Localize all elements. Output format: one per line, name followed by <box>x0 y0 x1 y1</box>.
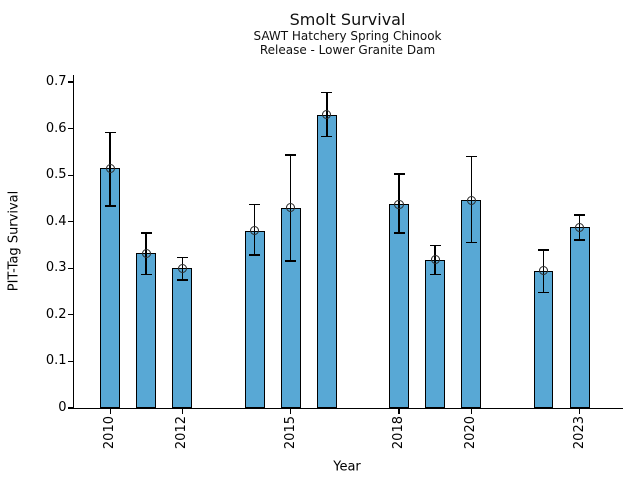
y-tick-0.6 <box>67 127 73 130</box>
bar-2012 <box>172 268 193 408</box>
x-tick-2023 <box>579 409 581 414</box>
chart-subtitle-line1: SAWT Hatchery Spring Chinook <box>253 29 442 43</box>
title-block: Smolt Survival SAWT Hatchery Spring Chin… <box>73 10 622 57</box>
error-cap-bottom-2020 <box>465 241 477 244</box>
y-tick-label-0.1: 0.1 <box>45 353 67 369</box>
y-tick-0.7 <box>67 81 73 83</box>
marker-2023 <box>575 222 585 232</box>
bar-2016 <box>316 114 337 408</box>
error-cap-bottom-2022 <box>538 291 550 294</box>
x-tick-2010 <box>109 409 111 414</box>
marker-2015 <box>286 203 296 213</box>
y-tick-0.5 <box>67 174 73 176</box>
plot-area: 0 0.1 0.2 0.3 0.4 0.5 0.6 0.7 2010 2012 2015 2018 20… <box>46 74 623 449</box>
marker-2022 <box>538 266 549 276</box>
error-cap-top-2016 <box>321 91 333 94</box>
error-cap-top-2015 <box>285 154 297 156</box>
y-tick-label-0.4: 0.4 <box>45 213 67 229</box>
error-cap-bottom-2011 <box>140 273 152 276</box>
error-cap-top-2012 <box>176 256 188 259</box>
marker-2014 <box>249 225 260 236</box>
x-tick-label-2015: 2015 <box>282 416 298 450</box>
error-cap-top-2023 <box>574 214 586 216</box>
x-tick-label-2010: 2010 <box>102 416 118 450</box>
y-axis-label: PIT-Tag Survival <box>6 190 22 292</box>
y-tick-0.1 <box>67 360 73 362</box>
error-cap-bottom-2010 <box>104 205 116 207</box>
bar-2019 <box>425 259 446 408</box>
marker-2012 <box>177 263 187 273</box>
x-tick-label-2023: 2023 <box>571 416 587 450</box>
y-tick-label-0.7: 0.7 <box>45 74 67 89</box>
error-cap-bottom-2016 <box>321 135 333 138</box>
x-tick-2012 <box>181 409 183 414</box>
y-tick-label-0.2: 0.2 <box>45 306 67 322</box>
bar-2018 <box>389 204 409 408</box>
y-tick-label-0.3: 0.3 <box>45 260 67 276</box>
x-tick-label-2020: 2020 <box>463 416 479 450</box>
error-cap-bottom-2023 <box>574 239 586 241</box>
marker-2019 <box>430 255 440 265</box>
y-tick-label-0.6: 0.6 <box>45 120 67 136</box>
error-cap-bottom-2019 <box>429 273 441 276</box>
error-cap-bottom-2014 <box>249 254 261 256</box>
chart-subtitle-line2: Release - Lower Granite Dam <box>259 43 436 57</box>
chart-title: Smolt Survival <box>289 10 406 29</box>
error-cap-bottom-2015 <box>285 260 297 262</box>
y-tick-0.3 <box>67 267 73 269</box>
marker-2018 <box>394 199 404 210</box>
error-cap-top-2020 <box>465 155 477 158</box>
error-cap-top-2011 <box>140 232 152 234</box>
x-tick-2018 <box>398 409 400 414</box>
marker-2016 <box>322 109 332 120</box>
y-tick-0 <box>67 407 73 409</box>
marker-2010 <box>105 163 115 173</box>
y-tick-label-0.5: 0.5 <box>45 167 67 183</box>
x-tick-label-2012: 2012 <box>174 416 190 450</box>
error-cap-top-2019 <box>429 244 441 247</box>
bar-2023 <box>569 227 590 408</box>
marker-2020 <box>466 195 476 205</box>
x-axis-label: Year <box>333 459 361 475</box>
y-tick-0.4 <box>67 221 73 223</box>
error-cap-top-2014 <box>249 203 261 206</box>
error-cap-bottom-2012 <box>176 279 188 281</box>
bar-2011 <box>136 253 157 408</box>
y-tick-label-0: 0 <box>58 400 67 415</box>
x-tick-2020 <box>470 409 472 414</box>
x-tick-label-2018: 2018 <box>391 416 407 450</box>
error-cap-top-2010 <box>104 131 116 134</box>
error-cap-bottom-2018 <box>393 232 405 234</box>
marker-2011 <box>141 248 151 258</box>
y-tick-0.2 <box>67 314 73 316</box>
error-cap-top-2022 <box>538 249 550 251</box>
bar-2014 <box>244 230 265 408</box>
x-tick-2015 <box>290 409 292 414</box>
error-cap-top-2018 <box>393 173 405 175</box>
